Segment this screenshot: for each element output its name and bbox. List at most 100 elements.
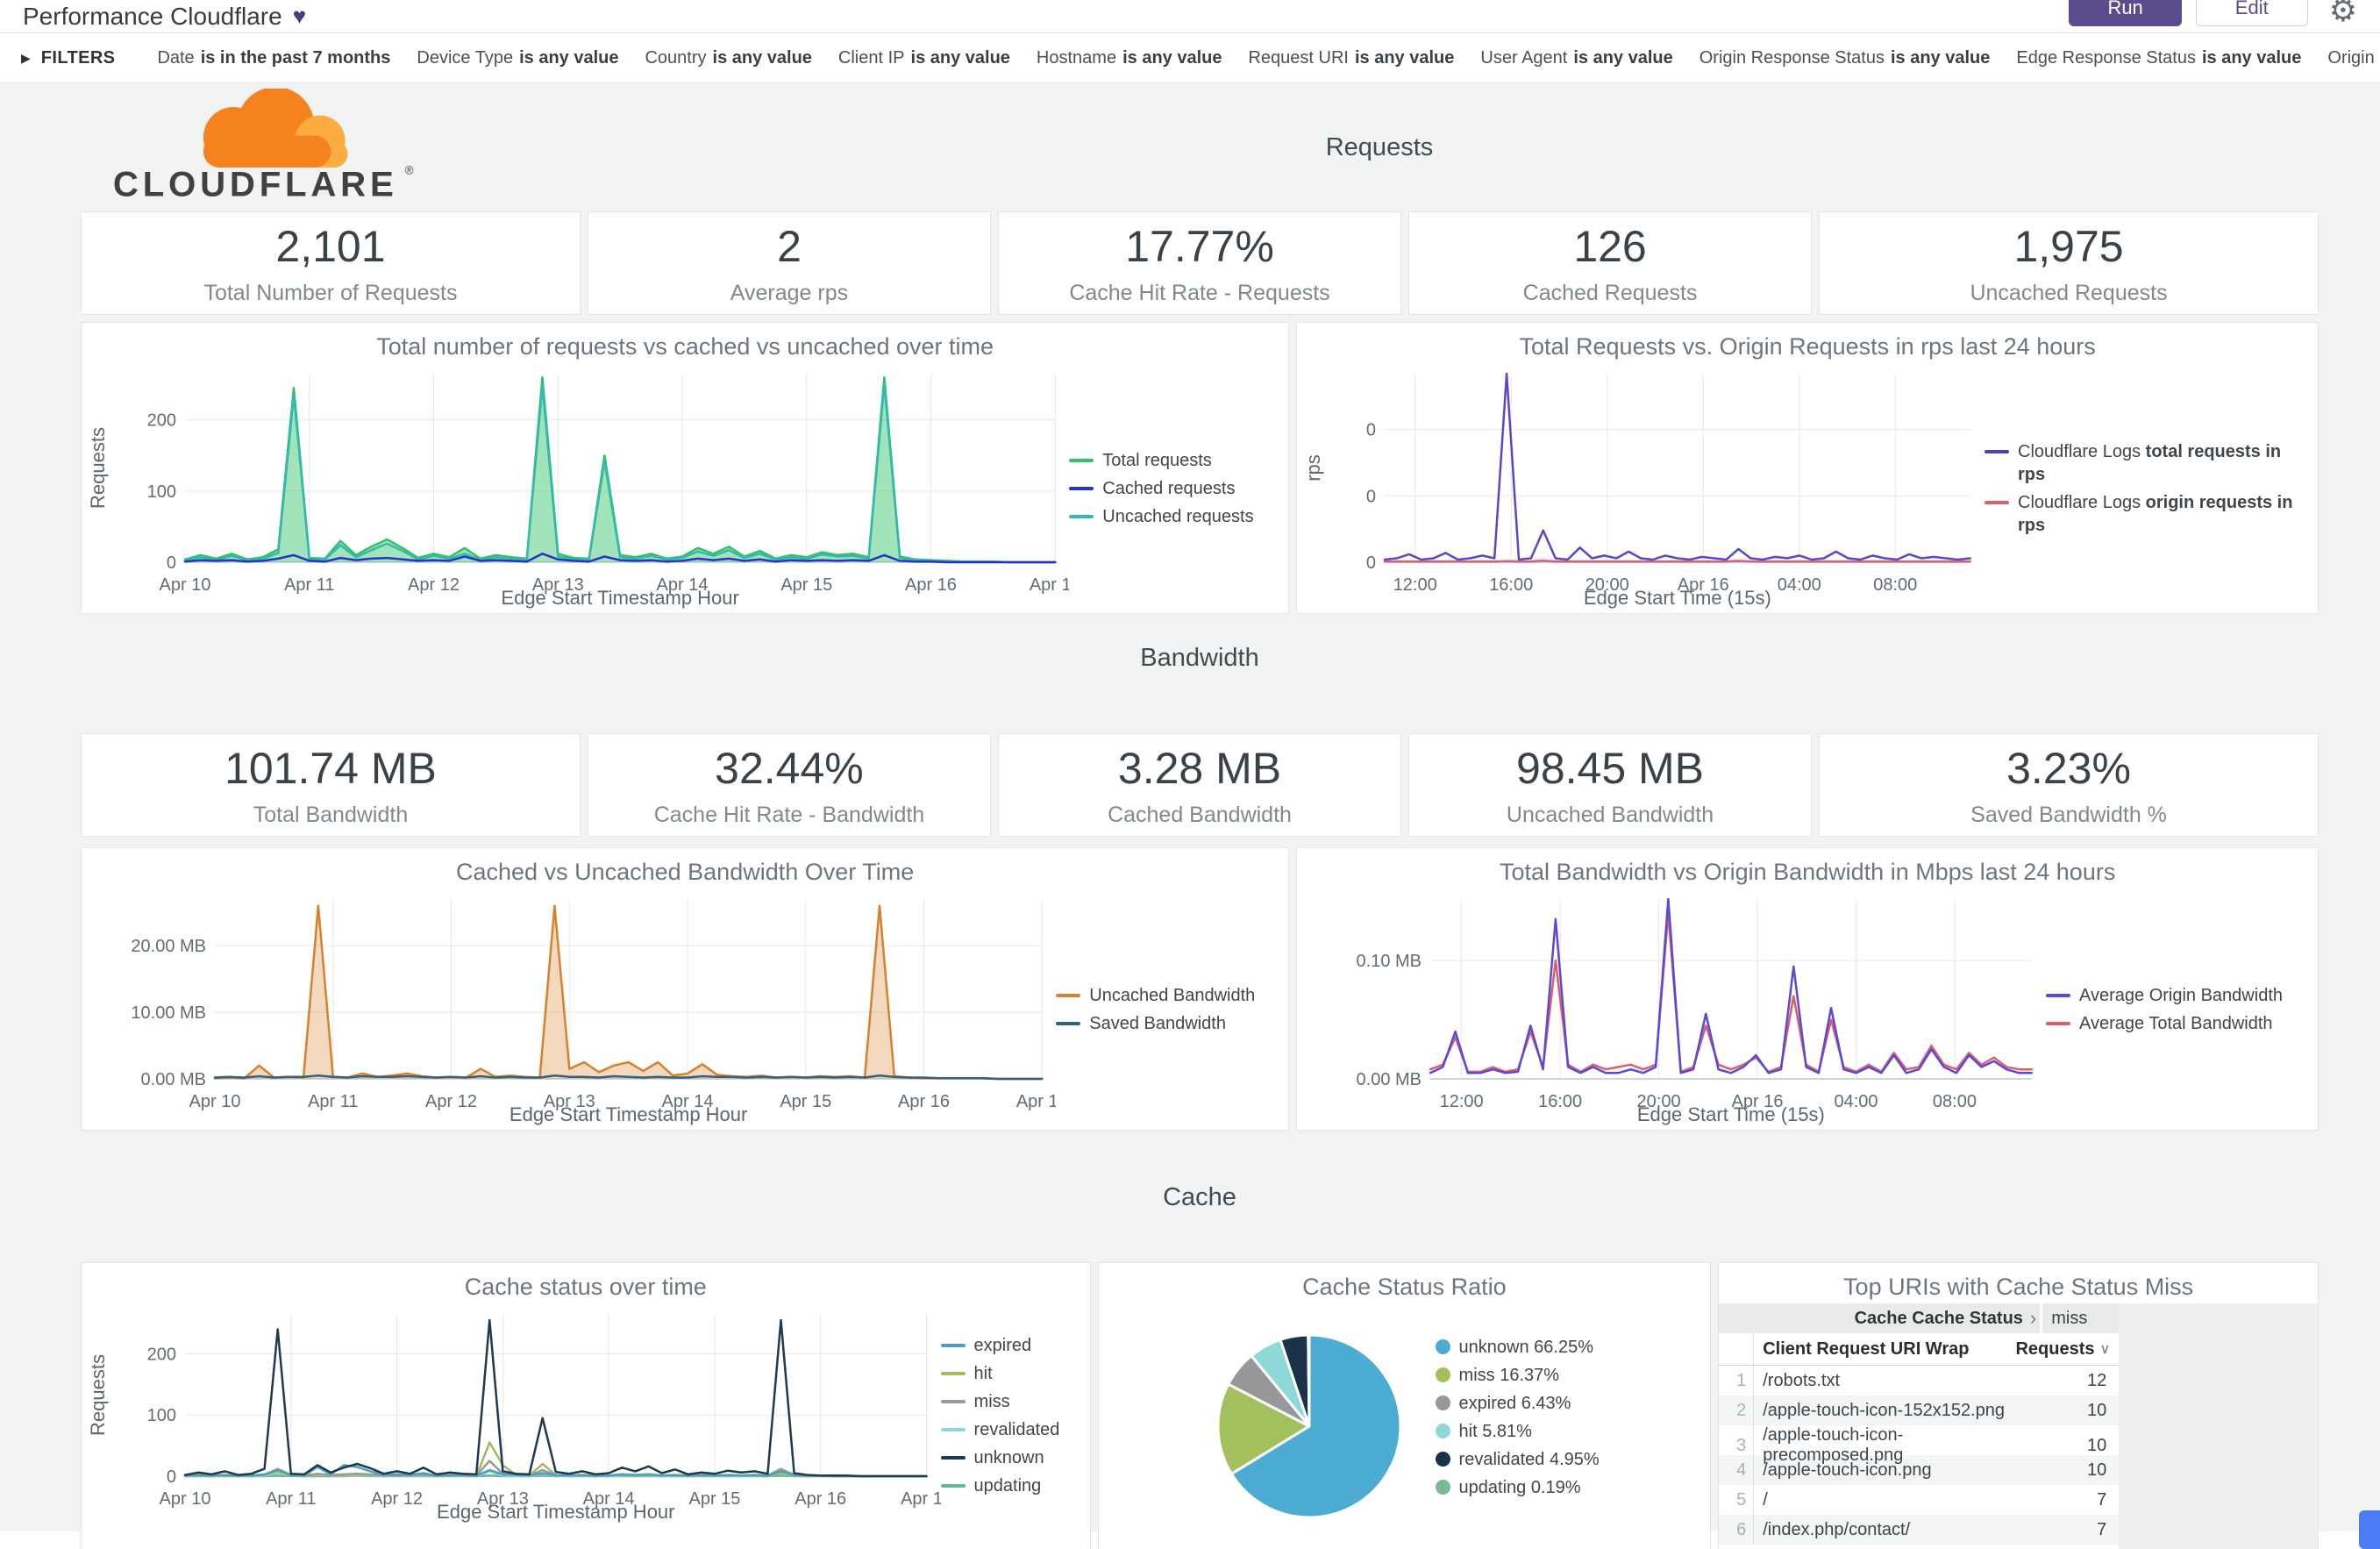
- legend-item[interactable]: expired 6.43%: [1436, 1392, 1693, 1415]
- requests-column-header[interactable]: Requests∨: [2040, 1333, 2119, 1365]
- stat-tile[interactable]: 3.23%Saved Bandwidth %: [1819, 733, 2319, 837]
- table-row[interactable]: 5/7: [1719, 1485, 2119, 1515]
- legend-item[interactable]: Average Origin Bandwidth: [2046, 984, 2312, 1007]
- uri-cell[interactable]: /index.php/contact/: [1754, 1515, 2040, 1545]
- legend-label: Average Origin Bandwidth: [2079, 984, 2283, 1007]
- filter-field: User Agent: [1480, 48, 1567, 68]
- legend-item[interactable]: revalidated: [941, 1418, 1085, 1441]
- heart-icon: ♥: [293, 3, 306, 30]
- pivot-field-label[interactable]: Cache Cache Status›: [1719, 1303, 2040, 1333]
- edit-button[interactable]: Edit: [2196, 0, 2308, 26]
- uri-cell[interactable]: /apple-touch-icon-152x152.png: [1754, 1396, 2040, 1425]
- legend-item[interactable]: expired: [941, 1334, 1085, 1357]
- legend-label: unknown: [974, 1446, 1044, 1469]
- scroll-fab-button[interactable]: [2359, 1510, 2380, 1549]
- svg-text:rps: rps: [1302, 454, 1324, 482]
- uri-cell[interactable]: /apple-touch-icon.png: [1754, 1455, 2040, 1485]
- row-number: 2: [1719, 1396, 1754, 1425]
- uri-cell[interactable]: /robots.txt: [1754, 1366, 2040, 1396]
- table-empty-area: [2119, 1303, 2318, 1549]
- legend-dot-icon: [1436, 1452, 1450, 1467]
- requests-cell: 7: [2040, 1485, 2119, 1515]
- legend-item[interactable]: Uncached Bandwidth: [1056, 984, 1283, 1007]
- row-number: 1: [1719, 1366, 1754, 1396]
- uri-cell[interactable]: /: [1754, 1485, 2040, 1515]
- svg-text:Apr 16: Apr 16: [795, 1489, 846, 1509]
- legend-item[interactable]: Cloudflare Logs origin requests in rps: [1985, 491, 2312, 537]
- svg-text:Apr 15: Apr 15: [689, 1489, 741, 1509]
- uri-column-header[interactable]: Client Request URI Wrap: [1754, 1333, 2040, 1365]
- legend-item[interactable]: updating: [941, 1474, 1085, 1497]
- stat-label: Total Number of Requests: [203, 281, 457, 306]
- filter-field: Edge Response Status: [2016, 48, 2196, 68]
- svg-text:Edge Start Timestamp Hour: Edge Start Timestamp Hour: [501, 587, 738, 609]
- legend-line-icon: [941, 1428, 966, 1431]
- legend-item[interactable]: Cloudflare Logs total requests in rps: [1985, 440, 2312, 486]
- row-number: 5: [1719, 1485, 1754, 1515]
- table-title: Top URIs with Cache Status Miss: [1719, 1263, 2318, 1303]
- cache-status-ratio-pie[interactable]: [1099, 1303, 1432, 1531]
- gear-icon[interactable]: ⚙: [2329, 0, 2357, 29]
- legend-item[interactable]: hit: [941, 1362, 1085, 1385]
- legend-item[interactable]: Cached requests: [1069, 477, 1283, 500]
- legend-item[interactable]: Average Total Bandwidth: [2046, 1012, 2312, 1035]
- filter-condition: is any value: [2202, 48, 2301, 68]
- table-card-top-uris: Top URIs with Cache Status Miss Cache Ca…: [1718, 1262, 2319, 1549]
- chart-legend: Uncached Bandwidth Saved Bandwidth: [1056, 982, 1288, 1038]
- legend-item[interactable]: revalidated 4.95%: [1436, 1448, 1693, 1471]
- chart-card-requests-over-time: Total number of requests vs cached vs un…: [81, 322, 1289, 614]
- legend-item[interactable]: miss 16.37%: [1436, 1364, 1693, 1387]
- legend-item[interactable]: miss: [941, 1390, 1085, 1413]
- stat-tile[interactable]: 17.77%Cache Hit Rate - Requests: [998, 211, 1401, 315]
- legend-item[interactable]: Uncached requests: [1069, 505, 1283, 528]
- table-row[interactable]: 6/index.php/contact/7: [1719, 1515, 2119, 1545]
- filters-toggle[interactable]: ▶ FILTERS: [21, 48, 115, 68]
- sort-desc-icon: ∨: [2100, 1340, 2111, 1358]
- filter-chip[interactable]: Edge Response Status is any value: [2016, 48, 2301, 68]
- svg-text:16:00: 16:00: [1489, 575, 1533, 595]
- svg-text:04:00: 04:00: [1835, 1092, 1878, 1111]
- filters-label: FILTERS: [41, 48, 116, 68]
- legend-item[interactable]: unknown 66.25%: [1436, 1336, 1693, 1359]
- svg-text:Requests: Requests: [87, 427, 109, 509]
- legend-item[interactable]: updating 0.19%: [1436, 1476, 1693, 1499]
- legend-item[interactable]: Saved Bandwidth: [1056, 1012, 1283, 1035]
- legend-item[interactable]: Total requests: [1069, 449, 1283, 472]
- legend-label: Uncached requests: [1102, 505, 1253, 528]
- stat-tile[interactable]: 32.44%Cache Hit Rate - Bandwidth: [588, 733, 991, 837]
- run-button[interactable]: Run: [2069, 0, 2181, 26]
- stat-label: Saved Bandwidth %: [1970, 803, 2167, 828]
- top-bar: Performance Cloudflare ♥ Run Edit ⚙: [0, 0, 2380, 33]
- requests-cell: 10: [2040, 1455, 2119, 1485]
- legend-item[interactable]: hit 5.81%: [1436, 1420, 1693, 1443]
- legend-item[interactable]: unknown: [941, 1446, 1085, 1469]
- table-pivot-band: Cache Cache Status›miss: [1719, 1303, 2119, 1333]
